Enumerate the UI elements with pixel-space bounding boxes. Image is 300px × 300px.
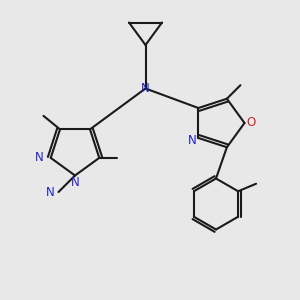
Text: N: N <box>34 152 43 164</box>
Text: N: N <box>188 134 196 148</box>
Text: N: N <box>141 82 150 95</box>
Text: N: N <box>70 176 80 190</box>
Text: N: N <box>46 185 55 199</box>
Text: O: O <box>247 116 256 130</box>
